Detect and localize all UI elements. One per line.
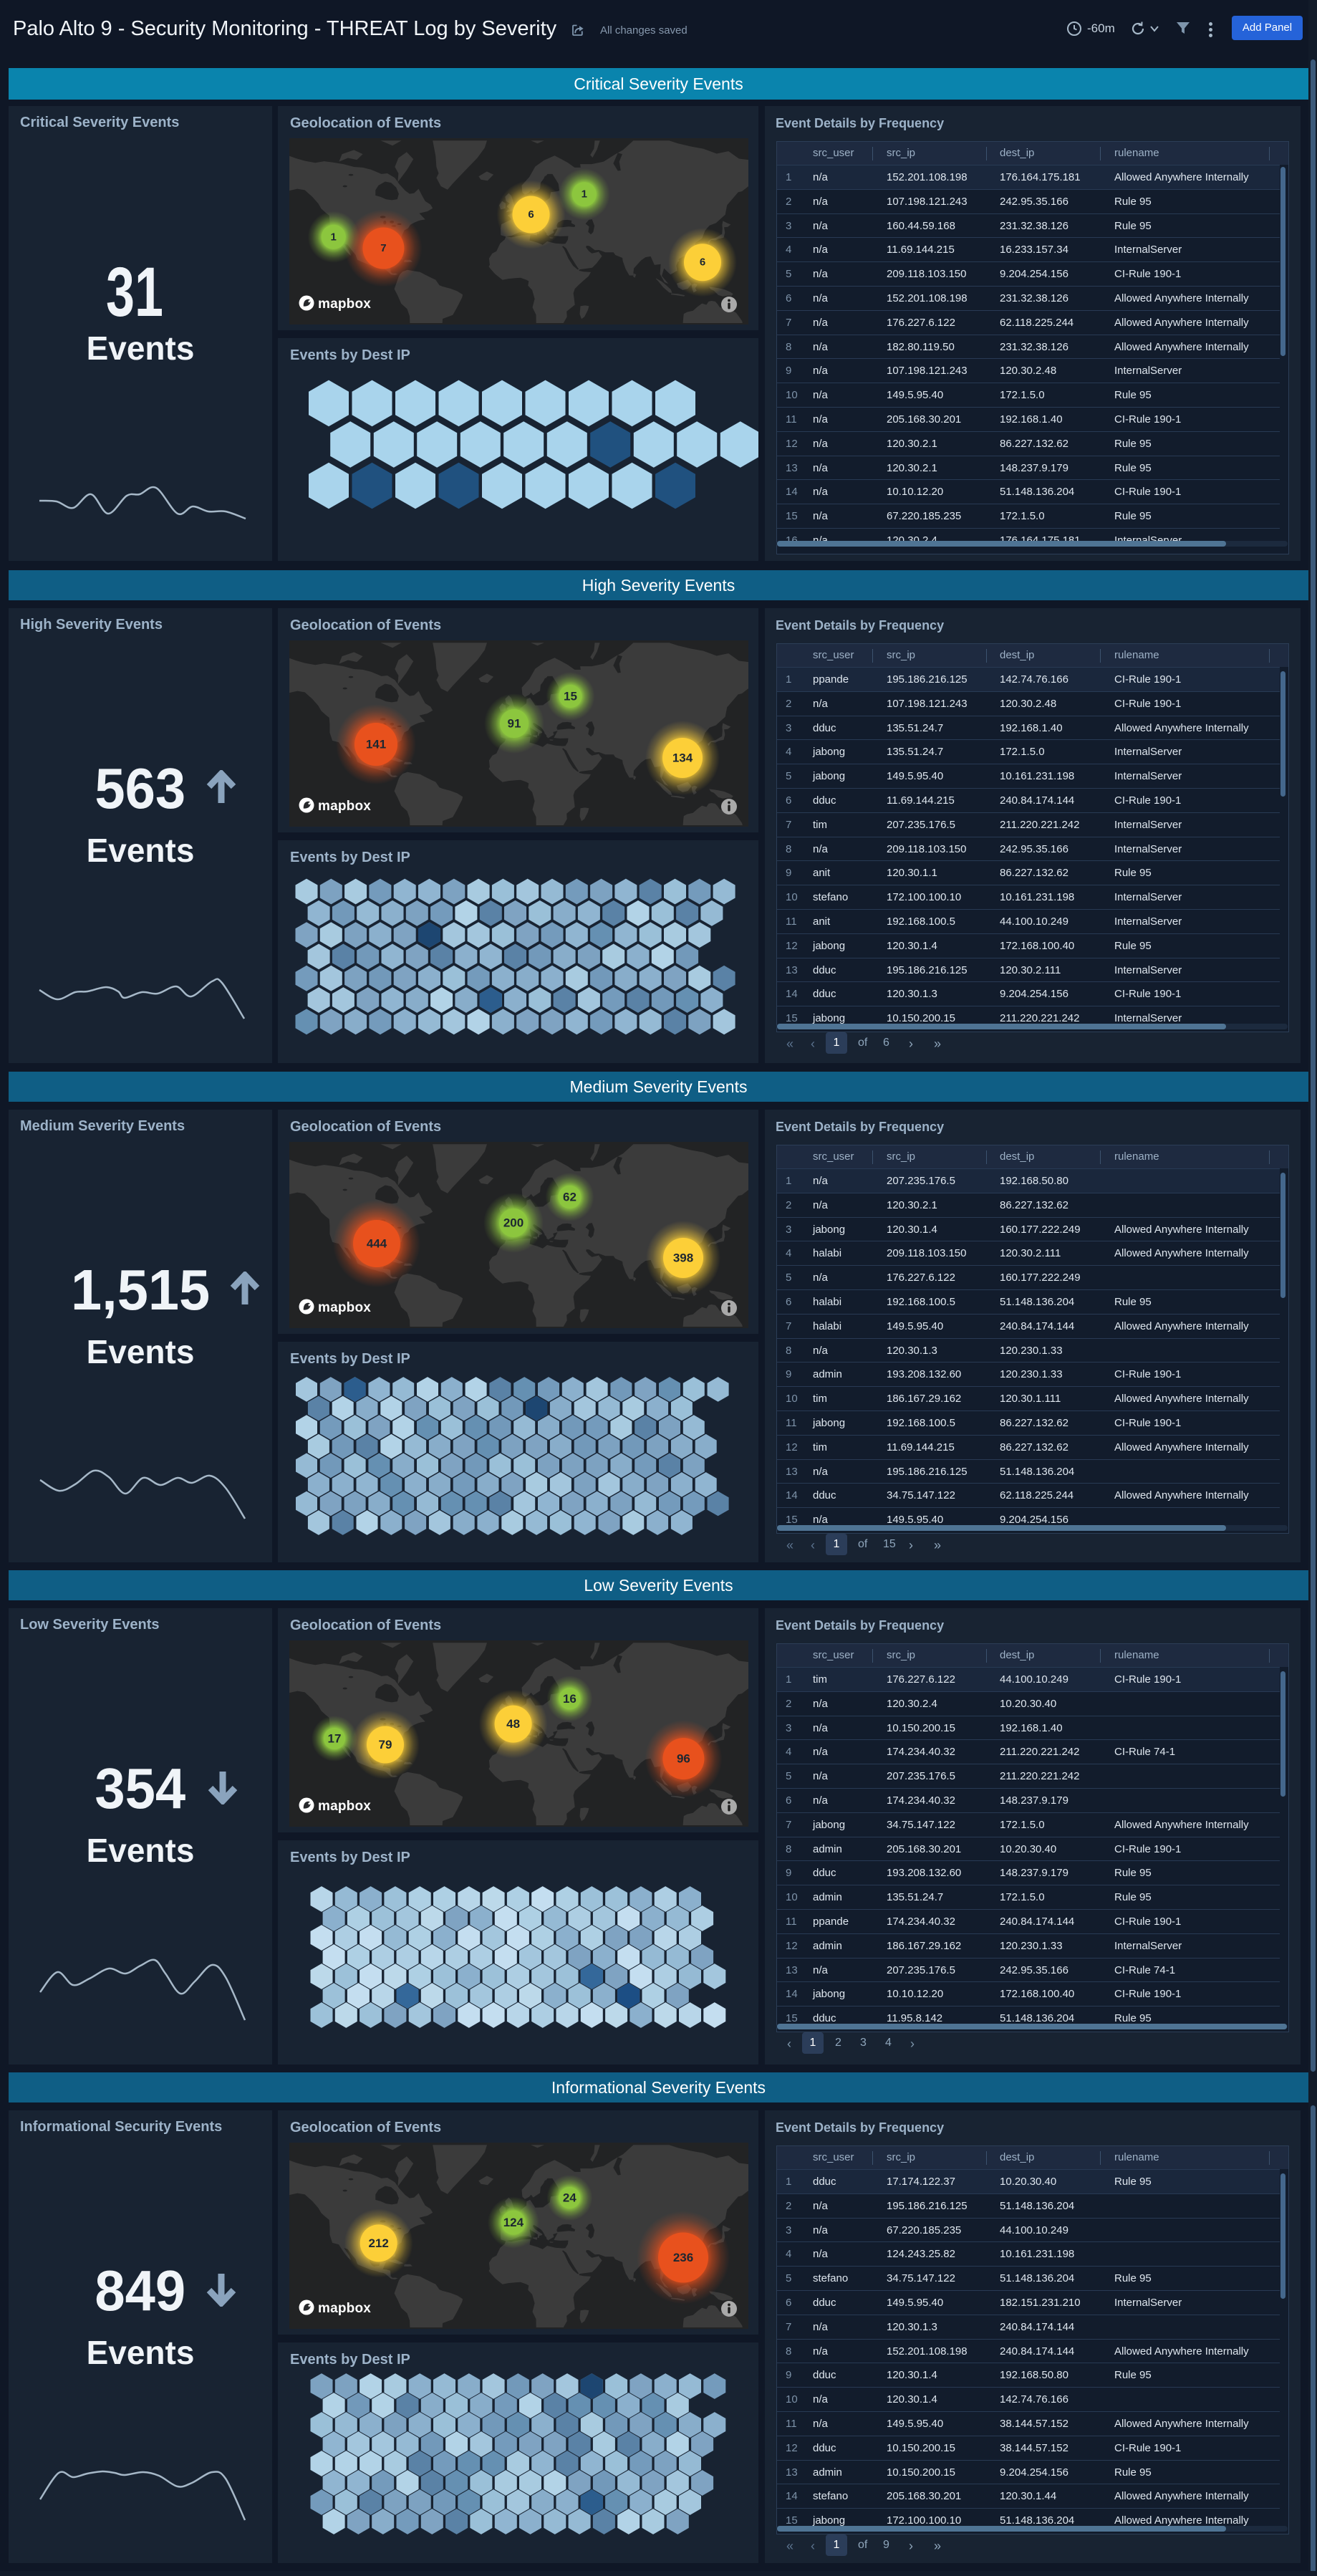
svg-text:17: 17 <box>328 1732 342 1746</box>
svg-text:mapbox: mapbox <box>318 1300 371 1315</box>
svg-text:6: 6 <box>528 208 534 221</box>
svg-text:mapbox: mapbox <box>318 297 371 312</box>
svg-text:1: 1 <box>582 188 587 201</box>
svg-text:91: 91 <box>508 717 521 731</box>
svg-text:398: 398 <box>673 1251 693 1265</box>
svg-text:mapbox: mapbox <box>318 2301 371 2316</box>
svg-text:48: 48 <box>506 1717 520 1731</box>
svg-text:mapbox: mapbox <box>318 1799 371 1814</box>
svg-text:96: 96 <box>677 1752 690 1766</box>
svg-text:62: 62 <box>563 1191 577 1204</box>
svg-text:236: 236 <box>673 2251 693 2264</box>
svg-text:444: 444 <box>367 1237 387 1251</box>
svg-text:134: 134 <box>672 751 693 765</box>
svg-text:24: 24 <box>563 2191 577 2205</box>
svg-text:1: 1 <box>331 231 337 243</box>
svg-text:212: 212 <box>369 2236 389 2250</box>
svg-text:16: 16 <box>563 1692 577 1706</box>
svg-text:mapbox: mapbox <box>318 799 371 814</box>
svg-text:79: 79 <box>379 1738 392 1751</box>
svg-text:7: 7 <box>380 242 386 254</box>
svg-text:15: 15 <box>564 690 577 703</box>
svg-text:6: 6 <box>700 256 705 269</box>
svg-text:124: 124 <box>503 2216 524 2229</box>
svg-text:200: 200 <box>503 1216 524 1230</box>
svg-text:141: 141 <box>366 738 386 751</box>
